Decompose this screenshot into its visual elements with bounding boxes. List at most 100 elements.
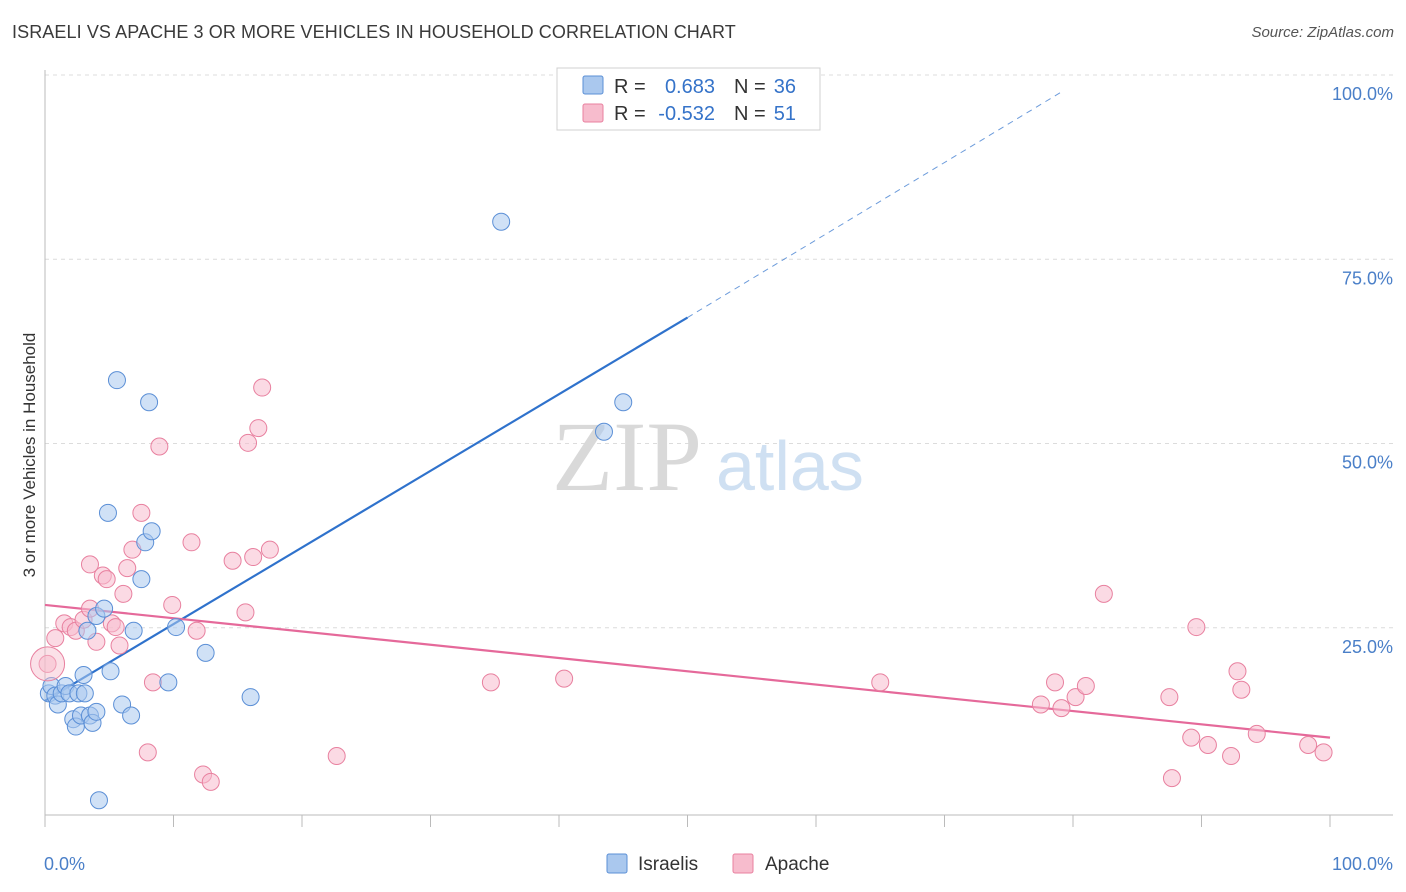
apache-point-15: [118, 559, 137, 578]
apache-point-18: [138, 743, 157, 762]
apache-point-45: [1182, 728, 1201, 747]
israelis-point-19: [95, 599, 114, 618]
israelis-point-11: [74, 665, 93, 684]
israelis-point-21: [101, 662, 120, 681]
apache-point-37: [1031, 695, 1050, 714]
bottom-legend-swatch-apache: [732, 853, 754, 874]
apache-point-53: [1314, 743, 1333, 762]
israelis-point-31: [167, 618, 186, 637]
israelis-point-36: [614, 393, 633, 412]
x-ticks: [44, 815, 1331, 827]
bottom-legend-label-apache: Apache: [765, 854, 829, 875]
correlation-legend: R = 0.683 N = 36 R = -0.532 N = 51: [556, 67, 821, 131]
apache-point-1: [46, 629, 65, 648]
apache-point-47: [1198, 735, 1217, 754]
chart-title: ISRAELI VS APACHE 3 OR MORE VEHICLES IN …: [12, 22, 736, 42]
source-label: Source: ZipAtlas.com: [1251, 24, 1394, 41]
israelis-point-20: [98, 503, 117, 522]
apache-point-50: [1232, 680, 1251, 699]
legend-r-value-apache: -0.532: [658, 103, 715, 125]
apache-point-20: [150, 437, 169, 456]
apache-point-0: [38, 654, 57, 673]
y-tick-label-100: 100.0%: [1332, 84, 1393, 104]
y-tick-labels: 25.0% 50.0% 75.0% 100.0%: [1332, 84, 1393, 657]
israelis-point-33: [241, 688, 260, 707]
data-points: [30, 212, 1333, 810]
israelis-point-24: [122, 706, 141, 725]
israelis-point-29: [142, 522, 161, 541]
israelis-point-32: [196, 643, 215, 662]
apache-point-43: [1160, 688, 1179, 707]
apache-point-44: [1162, 769, 1181, 788]
legend-n-label-israelis: N =: [734, 76, 766, 98]
apache-point-30: [249, 419, 268, 438]
apache-point-40: [1066, 688, 1085, 707]
legend-r-value-israelis: 0.683: [665, 76, 715, 98]
apache-point-41: [1076, 677, 1095, 696]
israelis-point-26: [132, 570, 151, 589]
apache-point-52: [1299, 735, 1318, 754]
bottom-legend-label-israelis: Israelis: [638, 854, 698, 875]
apache-point-48: [1222, 747, 1241, 766]
apache-point-14: [114, 584, 133, 603]
apache-point-33: [327, 747, 346, 766]
apache-point-large: [30, 646, 66, 682]
trend-lines: [44, 92, 1331, 739]
bottom-legend-swatch-israelis: [606, 853, 628, 874]
apache-point-10: [97, 570, 116, 589]
legend-swatch-israelis: [582, 75, 604, 95]
apache-point-7: [80, 555, 99, 574]
x-tick-label-min: 0.0%: [44, 854, 85, 874]
israelis-point-18: [89, 791, 108, 810]
legend-r-label-apache: R =: [614, 103, 646, 125]
y-tick-label-75: 75.0%: [1342, 268, 1393, 288]
grid-lines: [45, 74, 1393, 629]
apache-point-39: [1052, 699, 1071, 718]
x-tick-label-max: 100.0%: [1332, 854, 1393, 874]
apache-point-32: [260, 540, 279, 559]
apache-point-23: [187, 621, 206, 640]
y-tick-label-25: 25.0%: [1342, 637, 1393, 657]
apache-point-35: [555, 669, 574, 688]
apache-point-34: [481, 673, 500, 692]
apache-point-29: [244, 548, 263, 567]
apache-point-51: [1247, 724, 1266, 743]
apache-point-27: [236, 603, 255, 622]
apache-point-38: [1046, 673, 1065, 692]
apache-point-26: [223, 551, 242, 570]
y-tick-label-50: 50.0%: [1342, 453, 1393, 473]
series-legend: Israelis Apache: [606, 853, 829, 875]
legend-r-label-israelis: R =: [614, 76, 646, 98]
israelis-point-34: [492, 212, 511, 231]
legend-n-value-israelis: 36: [774, 76, 796, 98]
israelis-trend-line: [44, 316, 689, 702]
israelis-point-35: [594, 422, 613, 441]
israelis-point-16: [87, 702, 106, 721]
israelis-point-28: [140, 393, 159, 412]
apache-point-42: [1094, 584, 1113, 603]
apache-point-22: [182, 533, 201, 552]
watermark-atlas: atlas: [716, 427, 864, 505]
apache-point-21: [163, 595, 182, 614]
apache-trend-line: [44, 603, 1331, 739]
apache-point-36: [871, 673, 890, 692]
apache-point-25: [201, 772, 220, 791]
apache-point-31: [253, 378, 272, 397]
apache-point-46: [1187, 618, 1206, 637]
legend-n-label-apache: N =: [734, 103, 766, 125]
apache-point-12: [106, 618, 125, 637]
apache-point-17: [132, 503, 151, 522]
israelis-point-12: [75, 684, 94, 703]
watermark-zip: ZIP: [552, 401, 702, 512]
israelis-point-25: [124, 621, 143, 640]
apache-point-49: [1228, 662, 1247, 681]
y-axis-label: 3 or more Vehicles in Household: [20, 333, 39, 578]
israelis-point-30: [159, 673, 178, 692]
israelis-point-13: [78, 621, 97, 640]
apache-point-28: [239, 433, 258, 452]
legend-n-value-apache: 51: [774, 103, 796, 125]
apache-point-13: [110, 636, 129, 655]
legend-swatch-apache: [582, 103, 604, 123]
israelis-point-22: [107, 371, 126, 390]
